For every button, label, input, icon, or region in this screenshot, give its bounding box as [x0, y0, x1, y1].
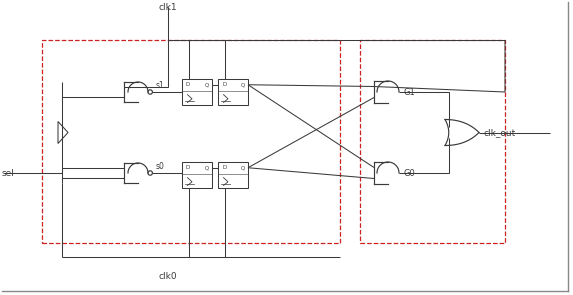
Text: clk1: clk1 [159, 3, 177, 12]
Text: s0: s0 [155, 162, 164, 171]
Bar [218, 161, 248, 188]
Text: D: D [222, 82, 226, 87]
Text: Q: Q [205, 82, 209, 87]
Text: sel: sel [2, 168, 15, 178]
Text: Q: Q [241, 165, 245, 170]
Text: D: D [186, 82, 190, 87]
Text: Q: Q [205, 165, 209, 170]
Bar [218, 78, 248, 104]
Bar [360, 40, 505, 243]
Bar [182, 161, 212, 188]
Bar [182, 78, 212, 104]
Text: s1: s1 [155, 81, 164, 90]
Text: D: D [222, 165, 226, 170]
Bar [42, 40, 340, 243]
Text: G1: G1 [404, 88, 416, 96]
Text: G0: G0 [404, 168, 416, 178]
Text: D: D [186, 165, 190, 170]
Text: clk_out: clk_out [483, 128, 515, 137]
Text: Q: Q [241, 82, 245, 87]
Text: clk0: clk0 [159, 272, 177, 281]
